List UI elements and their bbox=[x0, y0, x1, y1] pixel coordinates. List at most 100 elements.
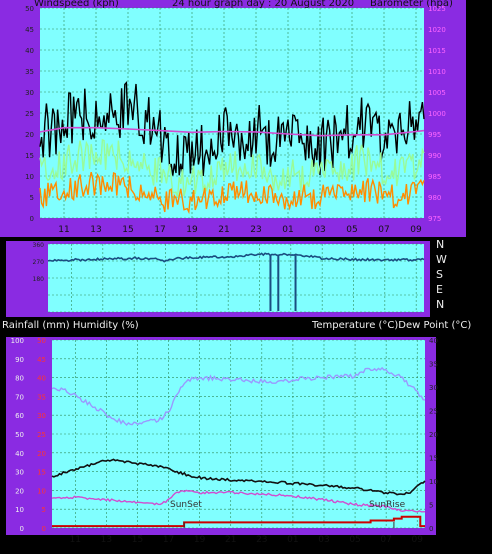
humidity-y-tick-label: 30 bbox=[15, 469, 24, 477]
temperature-y-tick-label: 5 bbox=[429, 502, 433, 510]
rainfall-y-tick-label: 20 bbox=[37, 450, 46, 458]
barometer-y-tick-label: 1010 bbox=[428, 68, 446, 76]
sunrise-label: SunRise bbox=[369, 500, 406, 510]
direction-y-tick-label: 360 bbox=[33, 242, 45, 249]
lower-x-tick-label: 01 bbox=[287, 535, 298, 545]
direction-label-n-top: N bbox=[436, 238, 445, 251]
barometer-series-line bbox=[39, 126, 425, 137]
lower-x-tick-label: 07 bbox=[380, 535, 391, 545]
barometer-y-tick-label: 995 bbox=[428, 131, 441, 139]
wind-x-tick-label: 09 bbox=[410, 225, 422, 235]
temperature-y-tick-label: 30 bbox=[429, 384, 438, 392]
rainfall-y-tick-label: 35 bbox=[37, 393, 46, 401]
lower-x-tick-label: 19 bbox=[194, 535, 206, 545]
temperature-y-tick-label: 15 bbox=[429, 455, 438, 463]
lower-plot-area bbox=[52, 340, 425, 528]
rainfall-y-tick-label: 0 bbox=[42, 525, 46, 533]
wind-x-tick-label: 05 bbox=[346, 225, 357, 235]
rainfall-y-tick-label: 40 bbox=[37, 375, 46, 383]
rainfall-y-tick-label: 25 bbox=[37, 431, 46, 439]
temperature-y-tick-label: 35 bbox=[429, 361, 438, 369]
header-barometer-label: Barometer (hpa) bbox=[370, 0, 453, 9]
lower-x-tick-label: 23 bbox=[256, 535, 267, 545]
humidity-y-tick-label: 0 bbox=[20, 525, 24, 533]
wind-y-tick-label: 50 bbox=[25, 5, 34, 13]
humidity-y-tick-label: 90 bbox=[15, 356, 24, 364]
temperature-series-line bbox=[51, 458, 426, 496]
wind-y-tick-label: 40 bbox=[25, 47, 34, 55]
wind-x-tick-label: 17 bbox=[154, 225, 165, 235]
humidity-y-tick-label: 50 bbox=[15, 431, 24, 439]
rainfall-y-tick-label: 15 bbox=[37, 469, 46, 477]
temperature-y-tick-label: 20 bbox=[429, 431, 438, 439]
humidity-series-line bbox=[51, 366, 426, 427]
humidity-y-tick-label: 70 bbox=[15, 393, 24, 401]
wind-x-tick-label: 19 bbox=[186, 225, 198, 235]
wind_low-series-line bbox=[39, 171, 425, 215]
barometer-y-tick-label: 1015 bbox=[428, 47, 446, 55]
direction-y-tick-label: 180 bbox=[33, 276, 45, 283]
rainfall-y-tick-label: 45 bbox=[37, 356, 46, 364]
header-windspeed-label: Windspeed (kph) bbox=[34, 0, 119, 9]
barometer-y-tick-label: 980 bbox=[428, 194, 441, 202]
direction-label-w: W bbox=[436, 253, 447, 266]
lower-x-tick-label: 05 bbox=[349, 535, 360, 545]
wind-x-tick-label: 15 bbox=[122, 225, 133, 235]
wind-y-tick-label: 15 bbox=[25, 152, 34, 160]
barometer-y-tick-label: 990 bbox=[428, 152, 441, 160]
wind-y-tick-label: 20 bbox=[25, 131, 34, 139]
lower-x-tick-label: 03 bbox=[318, 535, 329, 545]
lower-x-tick-label: 11 bbox=[70, 535, 81, 545]
gust-series-line bbox=[39, 81, 425, 177]
barometer-y-tick-label: 985 bbox=[428, 173, 441, 181]
wind-x-tick-label: 01 bbox=[282, 225, 293, 235]
barometer-y-tick-label: 975 bbox=[428, 215, 441, 223]
sunset-label: SunSet bbox=[170, 500, 202, 510]
lower-x-tick-label: 09 bbox=[412, 535, 424, 545]
humidity-y-tick-label: 60 bbox=[15, 412, 24, 420]
dewpoint-series-line bbox=[51, 489, 426, 513]
wind-y-tick-label: 45 bbox=[25, 26, 34, 34]
wind-y-tick-label: 25 bbox=[25, 110, 34, 118]
barometer-y-tick-label: 1000 bbox=[428, 110, 446, 118]
wind-x-tick-label: 07 bbox=[378, 225, 389, 235]
wind-y-tick-label: 30 bbox=[25, 89, 34, 97]
lower-right-header: Temperature (°C)Dew Point (°C) bbox=[312, 320, 472, 331]
direction-label-s: S bbox=[436, 268, 443, 281]
barometer-y-tick-label: 1020 bbox=[428, 26, 446, 34]
humidity-y-tick-label: 100 bbox=[11, 337, 24, 345]
temperature-y-tick-label: 10 bbox=[429, 478, 438, 486]
header-title: 24 hour graph day : 20 August 2020 bbox=[172, 0, 355, 9]
rainfall-y-tick-label: 5 bbox=[42, 506, 46, 514]
humidity-y-tick-label: 20 bbox=[15, 487, 24, 495]
lower-x-tick-label: 21 bbox=[225, 535, 236, 545]
wind-x-tick-label: 03 bbox=[314, 225, 325, 235]
lower-x-tick-label: 13 bbox=[101, 535, 112, 545]
wind-x-tick-label: 11 bbox=[58, 225, 69, 235]
wind-x-tick-label: 21 bbox=[218, 225, 229, 235]
wind-x-tick-label: 23 bbox=[250, 225, 261, 235]
humidity-y-tick-label: 40 bbox=[15, 450, 24, 458]
humidity-y-tick-label: 10 bbox=[15, 506, 24, 514]
humidity-y-tick-label: 80 bbox=[15, 375, 24, 383]
wind_avg-series-line bbox=[39, 138, 425, 198]
direction-y-tick-label: 270 bbox=[33, 259, 45, 266]
wind-y-tick-label: 35 bbox=[25, 68, 34, 76]
direction-series-line bbox=[47, 252, 425, 263]
rainfall-y-tick-label: 50 bbox=[37, 337, 46, 345]
lower-left-header: Rainfall (mm) Humidity (%) bbox=[2, 320, 139, 331]
wind-y-tick-label: 0 bbox=[30, 215, 34, 223]
barometer-y-tick-label: 1025 bbox=[428, 5, 446, 13]
lower-x-tick-label: 17 bbox=[163, 535, 174, 545]
lower-x-tick-label: 15 bbox=[132, 535, 143, 545]
rainfall-y-tick-label: 30 bbox=[37, 412, 46, 420]
direction-label-e: E bbox=[436, 283, 443, 296]
wind-y-tick-label: 10 bbox=[25, 173, 34, 181]
temperature-y-tick-label: 25 bbox=[429, 408, 438, 416]
wind-y-tick-label: 5 bbox=[30, 194, 34, 202]
temperature-y-tick-label: 0 bbox=[429, 525, 433, 533]
barometer-y-tick-label: 1005 bbox=[428, 89, 446, 97]
rainfall-y-tick-label: 10 bbox=[37, 487, 46, 495]
wind-x-tick-label: 13 bbox=[90, 225, 101, 235]
